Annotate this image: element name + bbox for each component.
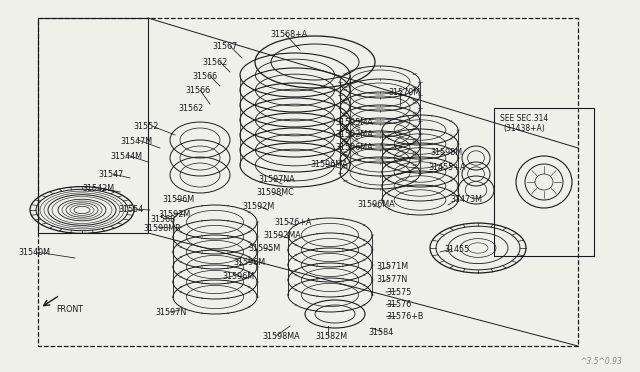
Text: 31598MC: 31598MC (256, 188, 294, 197)
Text: 31552: 31552 (133, 122, 158, 131)
Text: 31596M: 31596M (162, 195, 194, 204)
Text: 31576: 31576 (386, 300, 412, 309)
Text: 31596M: 31596M (233, 258, 265, 267)
Text: 31576+A: 31576+A (274, 218, 312, 227)
Text: 31598M: 31598M (430, 148, 462, 157)
Text: 31598MA: 31598MA (262, 332, 300, 341)
Text: 31540M: 31540M (18, 248, 50, 257)
Text: 31567: 31567 (212, 42, 237, 51)
Text: 31584: 31584 (368, 328, 393, 337)
Text: 31568+A: 31568+A (270, 30, 307, 39)
Text: 31473M: 31473M (450, 195, 482, 204)
Text: (31438+A): (31438+A) (503, 124, 545, 133)
Text: 31455+A: 31455+A (428, 163, 465, 172)
Text: 31596MA: 31596MA (310, 160, 348, 169)
Text: 31455: 31455 (444, 245, 469, 254)
Text: 31577N: 31577N (376, 275, 407, 284)
Text: FRONT: FRONT (56, 305, 83, 314)
Text: 31547M: 31547M (120, 137, 152, 146)
Text: 31544M: 31544M (110, 152, 142, 161)
Text: 31547: 31547 (98, 170, 124, 179)
Text: 31575: 31575 (386, 288, 412, 297)
Text: 31562: 31562 (178, 104, 204, 113)
Text: 31596M: 31596M (222, 272, 254, 281)
Text: 31595M: 31595M (248, 244, 280, 253)
Text: 31570M: 31570M (388, 88, 420, 97)
Text: SEE SEC.314: SEE SEC.314 (500, 114, 548, 123)
Text: 31597NA: 31597NA (258, 175, 295, 184)
Bar (38, 18, 148, 233)
Text: 31592MA: 31592MA (263, 231, 301, 240)
Bar (38, 18, 578, 346)
Text: 31592MA: 31592MA (335, 130, 372, 139)
Text: 31566: 31566 (192, 72, 217, 81)
Text: 31582M: 31582M (315, 332, 347, 341)
Text: 31596MA: 31596MA (357, 200, 395, 209)
Text: 31596MA: 31596MA (335, 143, 372, 152)
Bar (494, 108, 594, 256)
Text: 31571M: 31571M (376, 262, 408, 271)
Text: ^3.5^0.93: ^3.5^0.93 (580, 357, 622, 366)
Text: 31568: 31568 (150, 215, 175, 224)
Text: 31576+B: 31576+B (386, 312, 424, 321)
Text: 31595MA: 31595MA (335, 118, 372, 127)
Text: 31597N: 31597N (155, 308, 186, 317)
Text: 31562: 31562 (202, 58, 227, 67)
Text: 31592M: 31592M (242, 202, 275, 211)
Text: 31542M: 31542M (82, 184, 114, 193)
Text: 31554: 31554 (118, 205, 143, 214)
Text: 31592M: 31592M (158, 210, 190, 219)
Text: 31566: 31566 (185, 86, 210, 95)
Text: 31598MB: 31598MB (143, 224, 180, 233)
